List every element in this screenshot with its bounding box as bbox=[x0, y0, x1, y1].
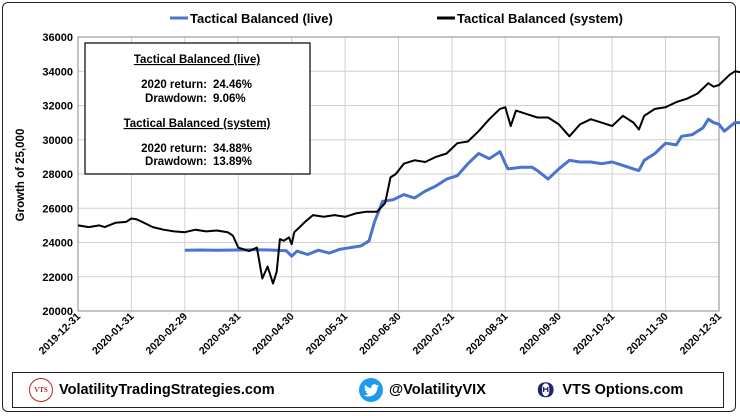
vts-site-text: VolatilityTradingStrategies.com bbox=[59, 382, 275, 398]
vts-logo-icon: VTS bbox=[29, 378, 53, 402]
footer-vts-site[interactable]: VTS VolatilityTradingStrategies.com bbox=[29, 378, 275, 402]
y-tick-label: 36000 bbox=[42, 32, 73, 44]
stats-system-title: Tactical Balanced (system) bbox=[124, 118, 271, 130]
stats-system-drawdown-value: 13.89% bbox=[213, 156, 252, 168]
y-tick-label: 34000 bbox=[42, 66, 73, 78]
x-tick-label: 2020-06-30 bbox=[357, 311, 404, 358]
legend: Tactical Balanced (live) Tactical Balance… bbox=[170, 11, 623, 26]
chart-frame bbox=[2, 2, 736, 412]
stats-live-return-label: 2020 return: bbox=[141, 79, 207, 91]
y-tick-label: 28000 bbox=[42, 169, 73, 181]
y-tick-label: 24000 bbox=[42, 238, 73, 250]
x-tick-label: 2020-01-31 bbox=[90, 311, 137, 358]
x-tick-label: 2020-04-30 bbox=[250, 311, 297, 358]
legend-label: Tactical Balanced (system) bbox=[457, 11, 623, 26]
x-tick-label: 2020-02-29 bbox=[143, 311, 190, 358]
y-tick-label: 32000 bbox=[42, 101, 73, 113]
x-tick-label: 2020-09-30 bbox=[517, 311, 564, 358]
plot-area bbox=[77, 36, 720, 312]
theta-logo-icon: Θ bbox=[537, 378, 555, 402]
footer-vts-options[interactable]: Θ VTS Options.com bbox=[537, 378, 683, 402]
y-tick-label: 30000 bbox=[42, 135, 73, 147]
series-line-live bbox=[184, 117, 740, 258]
footer-bar: VTS VolatilityTradingStrategies.com @Vol… bbox=[12, 372, 724, 408]
stats-system-return-value: 34.88% bbox=[213, 143, 252, 155]
twitter-bird-icon bbox=[359, 378, 383, 402]
stats-live-drawdown-value: 9.06% bbox=[213, 93, 246, 105]
y-axis-label: Growth of 25,000 bbox=[15, 129, 27, 222]
chart: 20000 22000 24000 26000 28000 30000 32000 34000… bbox=[15, 11, 740, 358]
series-line-system bbox=[77, 70, 740, 285]
stats-box: Tactical Balanced (live) 2020 return: 24… bbox=[84, 42, 311, 175]
stats-live-return-value: 24.46% bbox=[213, 79, 252, 91]
x-tick-label: 2020-03-31 bbox=[197, 311, 244, 358]
x-tick-label: 2020-08-31 bbox=[464, 311, 511, 358]
stats-system-drawdown-label: Drawdown: bbox=[145, 156, 207, 168]
footer-twitter[interactable]: @VolatilityVIX bbox=[359, 378, 486, 402]
y-tick-label: 20000 bbox=[42, 306, 73, 318]
y-tick-label: 26000 bbox=[42, 203, 73, 215]
x-tick-label: 2020-11-30 bbox=[625, 311, 671, 357]
series-lines bbox=[77, 70, 740, 285]
legend-label: Tactical Balanced (live) bbox=[190, 11, 333, 26]
x-tick-label: 2020-12-31 bbox=[678, 311, 725, 358]
stats-live-title: Tactical Balanced (live) bbox=[134, 54, 261, 66]
stats-live-drawdown-label: Drawdown: bbox=[145, 93, 207, 105]
vts-options-text: VTS Options.com bbox=[562, 382, 684, 398]
y-tick-label: 22000 bbox=[42, 272, 73, 284]
twitter-handle-text: @VolatilityVIX bbox=[389, 382, 486, 398]
stats-system-return-label: 2020 return: bbox=[141, 143, 207, 155]
x-tick-label: 2020-07-31 bbox=[411, 311, 458, 358]
x-tick-label: 2020-10-31 bbox=[571, 311, 618, 358]
x-tick-label: 2020-05-31 bbox=[304, 311, 351, 358]
